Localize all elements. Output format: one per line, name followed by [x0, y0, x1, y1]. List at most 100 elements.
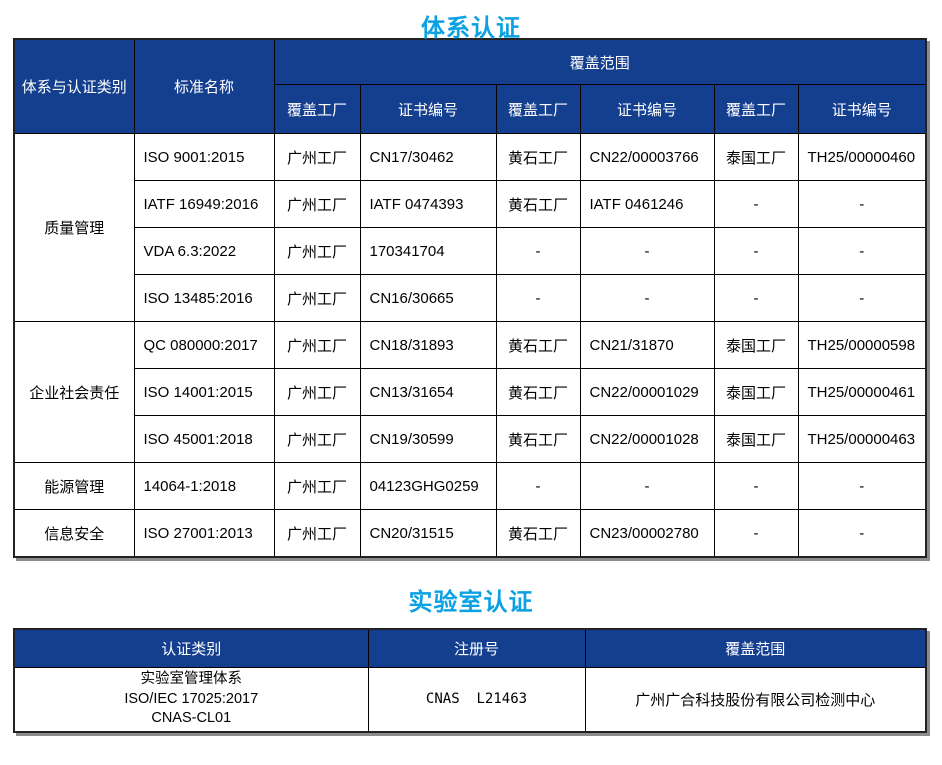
factory-cell: -	[713, 227, 799, 275]
lab-system-line: 实验室管理体系	[140, 671, 243, 687]
table-row: VDA 6.3:2022 广州工厂 170341704 - - - -	[14, 227, 927, 275]
cert-number-cell: IATF 0474393	[359, 180, 497, 228]
factory-cell: -	[495, 462, 581, 510]
standard-name-cell: ISO 13485:2016	[133, 274, 275, 322]
laboratory-certification-table: 认证类别 注册号 覆盖范围 实验室管理体系 ISO/IEC 17025:2017…	[13, 628, 927, 733]
cert-number-cell: CN21/31870	[579, 321, 715, 369]
factory-cell: -	[495, 227, 581, 275]
factory-cell: 黄石工厂	[495, 133, 581, 181]
standard-name-cell: ISO 14001:2015	[133, 368, 275, 416]
column-header-coverage-scope: 覆盖范围	[584, 628, 927, 668]
column-header-cert-no: 证书编号	[359, 84, 497, 134]
factory-cell: 黄石工厂	[495, 321, 581, 369]
cert-number-cell: -	[797, 227, 927, 275]
factory-cell: 广州工厂	[273, 415, 361, 463]
cert-number-cell: -	[579, 227, 715, 275]
cert-number-cell: CN19/30599	[359, 415, 497, 463]
factory-cell: 广州工厂	[273, 462, 361, 510]
factory-cell: 黄石工厂	[495, 180, 581, 228]
column-header-factory: 覆盖工厂	[495, 84, 581, 134]
factory-cell: 黄石工厂	[495, 368, 581, 416]
standard-name-cell: ISO 27001:2013	[133, 509, 275, 558]
table-row: 企业社会责任 QC 080000:2017 广州工厂 CN18/31893 黄石…	[13, 321, 927, 463]
table-row: 质量管理 ISO 9001:2015 广州工厂 CN17/30462 黄石工厂 …	[13, 133, 927, 322]
column-header-factory: 覆盖工厂	[713, 84, 799, 134]
table-row: ISO 45001:2018 广州工厂 CN19/30599 黄石工厂 CN22…	[14, 415, 927, 463]
factory-cell: 泰国工厂	[713, 368, 799, 416]
cert-number-cell: -	[579, 274, 715, 322]
lab-system-line: ISO/IEC 17025:2017	[124, 690, 259, 707]
table-header-row: 体系与认证类别 标准名称 覆盖范围	[13, 38, 927, 134]
factory-cell: 广州工厂	[273, 368, 361, 416]
lab-system-line: CNAS-CL01	[151, 710, 232, 727]
cert-number-cell: -	[797, 274, 927, 322]
category-cell: 质量管理	[13, 133, 135, 322]
column-header-standard: 标准名称	[133, 38, 275, 134]
factory-cell: 泰国工厂	[713, 415, 799, 463]
factory-cell: 广州工厂	[273, 180, 361, 228]
column-header-coverage-scope: 覆盖范围	[273, 38, 927, 85]
category-cell: 能源管理	[13, 462, 135, 510]
factory-cell: 广州工厂	[273, 274, 361, 322]
cert-number-cell: -	[797, 462, 927, 510]
factory-cell: 广州工厂	[273, 227, 361, 275]
cert-number-cell: CN23/00002780	[579, 509, 715, 558]
cert-number-cell: -	[579, 462, 715, 510]
factory-cell: 广州工厂	[273, 133, 361, 181]
standard-name-cell: QC 080000:2017	[133, 321, 275, 369]
standard-name-cell: 14064-1:2018	[133, 462, 275, 510]
cert-number-cell: CN22/00003766	[579, 133, 715, 181]
factory-cell: -	[495, 274, 581, 322]
table-row: 信息安全 ISO 27001:2013 广州工厂 CN20/31515 黄石工厂…	[13, 509, 927, 558]
cert-number-cell: 04123GHG0259	[359, 462, 497, 510]
factory-cell: 泰国工厂	[713, 133, 799, 181]
factory-cell: 黄石工厂	[495, 509, 581, 558]
cert-number-cell: -	[797, 180, 927, 228]
column-header-category: 体系与认证类别	[13, 38, 135, 134]
system-certification-title: 体系认证	[421, 15, 521, 42]
factory-cell: -	[713, 509, 799, 558]
column-header-factory: 覆盖工厂	[273, 84, 361, 134]
cert-number-cell: TH25/00000461	[797, 368, 927, 416]
table-row: ISO 14001:2015 广州工厂 CN13/31654 黄石工厂 CN22…	[14, 368, 927, 416]
cert-number-cell: CN17/30462	[359, 133, 497, 181]
cert-number-cell: CN22/00001028	[579, 415, 715, 463]
cert-number-cell: CN13/31654	[359, 368, 497, 416]
factory-cell: 广州工厂	[273, 509, 361, 558]
column-header-registration-no: 注册号	[367, 628, 586, 668]
cert-number-cell: CN18/31893	[359, 321, 497, 369]
standard-name-cell: ISO 45001:2018	[133, 415, 275, 463]
cert-number-cell: TH25/00000460	[797, 133, 927, 181]
factory-cell: -	[713, 274, 799, 322]
table-row: 能源管理 14064-1:2018 广州工厂 04123GHG0259 - - …	[13, 462, 927, 510]
cert-number-cell: 170341704	[359, 227, 497, 275]
cert-number-cell: CN16/30665	[359, 274, 497, 322]
system-certification-table: 体系与认证类别 标准名称 覆盖范围 覆盖工厂 证书编号 覆盖工厂 证书编号 覆盖…	[13, 38, 928, 558]
factory-cell: 泰国工厂	[713, 321, 799, 369]
column-header-cert-category: 认证类别	[13, 628, 369, 668]
laboratory-certification-title: 实验室认证	[408, 589, 534, 616]
table-row: 实验室管理体系 ISO/IEC 17025:2017 CNAS-CL01 CNA…	[13, 666, 927, 733]
table-header-row: 认证类别 注册号 覆盖范围	[13, 628, 927, 668]
registration-number-cell: CNAS L21463	[367, 666, 586, 733]
lab-system-cell: 实验室管理体系 ISO/IEC 17025:2017 CNAS-CL01	[13, 666, 369, 733]
table-row: ISO 13485:2016 广州工厂 CN16/30665 - - - -	[14, 274, 927, 322]
category-cell: 企业社会责任	[13, 321, 135, 463]
category-cell: 信息安全	[13, 509, 135, 558]
cert-number-cell: TH25/00000598	[797, 321, 927, 369]
standard-name-cell: IATF 16949:2016	[133, 180, 275, 228]
column-header-cert-no: 证书编号	[579, 84, 715, 134]
cert-number-cell: CN22/00001029	[579, 368, 715, 416]
cert-number-cell: TH25/00000463	[797, 415, 927, 463]
table-subheader-row: 覆盖工厂 证书编号 覆盖工厂 证书编号 覆盖工厂 证书编号	[14, 84, 927, 134]
standard-name-cell: ISO 9001:2015	[133, 133, 275, 181]
factory-cell: 广州工厂	[273, 321, 361, 369]
coverage-scope-cell: 广州广合科技股份有限公司检测中心	[584, 666, 927, 733]
factory-cell: -	[713, 180, 799, 228]
table-row: IATF 16949:2016 广州工厂 IATF 0474393 黄石工厂 I…	[14, 180, 927, 228]
standard-name-cell: VDA 6.3:2022	[133, 227, 275, 275]
factory-cell: 黄石工厂	[495, 415, 581, 463]
cert-number-cell: -	[797, 509, 927, 558]
column-header-cert-no: 证书编号	[797, 84, 927, 134]
